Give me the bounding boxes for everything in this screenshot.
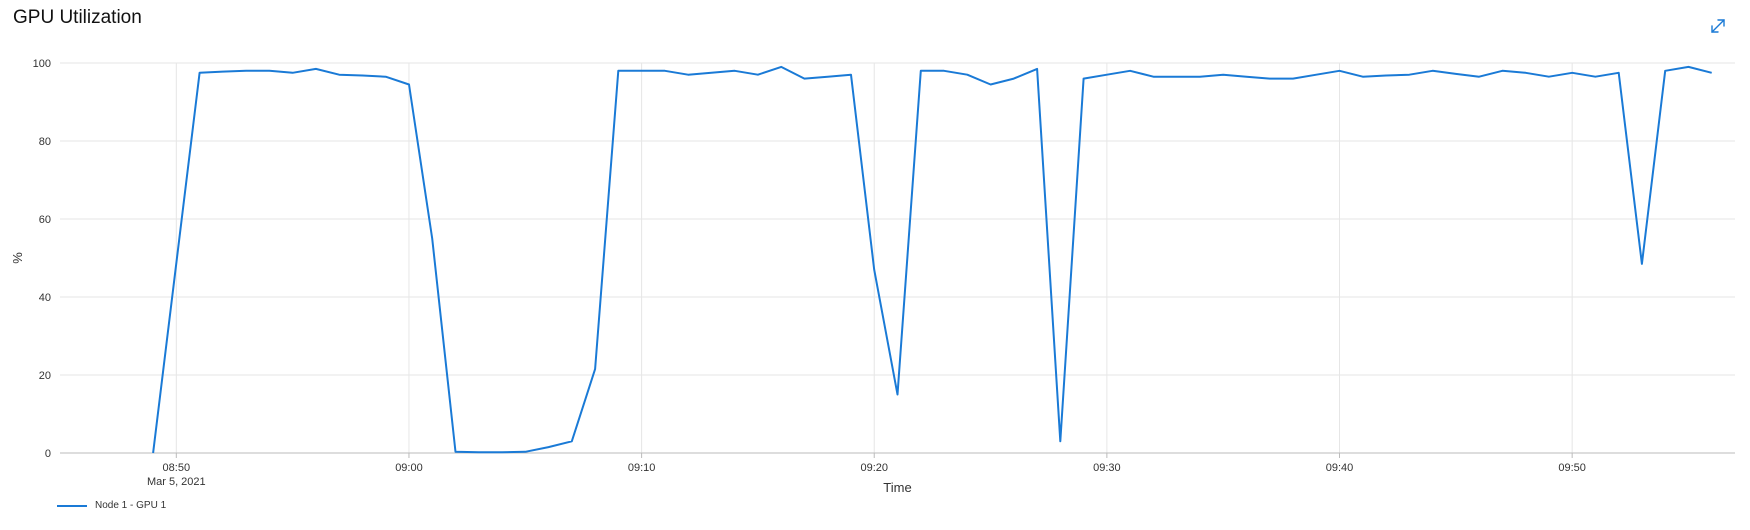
data-point <box>639 69 643 73</box>
data-point <box>988 82 992 86</box>
data-point <box>802 76 806 80</box>
legend-swatch <box>57 504 87 507</box>
data-point <box>407 82 411 86</box>
data-point <box>1593 74 1597 78</box>
legend: Node 1 - GPU 1 <box>57 500 166 511</box>
data-point <box>593 367 597 371</box>
expand-diagonal-icon[interactable] <box>1708 16 1728 36</box>
x-axis-title: Time <box>883 480 911 495</box>
data-point <box>1430 69 1434 73</box>
data-point <box>849 73 853 77</box>
y-tick-label: 0 <box>45 448 51 460</box>
x-tick-label: 09:50 <box>1558 462 1586 474</box>
data-point <box>1640 262 1644 266</box>
data-point <box>1454 72 1458 76</box>
y-tick-label: 60 <box>39 214 51 226</box>
data-point <box>197 71 201 75</box>
data-point <box>1105 73 1109 77</box>
x-tick-label: 09:40 <box>1326 462 1354 474</box>
data-point <box>1291 76 1295 80</box>
data-point <box>1337 69 1341 73</box>
data-point <box>383 74 387 78</box>
data-point <box>1361 74 1365 78</box>
data-point <box>1477 74 1481 78</box>
y-tick-label: 40 <box>39 292 51 304</box>
series-layer <box>151 65 1714 455</box>
legend-label: Node 1 - GPU 1 <box>95 500 167 511</box>
data-point <box>1221 73 1225 77</box>
tick-labels: 0 20 40 60 80 100 08:50 Mar 5, 2021 09:00 09:10 09… <box>33 58 1586 488</box>
data-point <box>267 69 271 73</box>
data-point <box>895 392 899 396</box>
data-point <box>732 69 736 73</box>
data-point <box>1686 65 1690 69</box>
data-point <box>1244 74 1248 78</box>
data-point <box>1570 71 1574 75</box>
data-point <box>337 73 341 77</box>
x-tick-sublabel: Mar 5, 2021 <box>147 476 206 488</box>
data-point <box>1384 73 1388 77</box>
x-tick-label: 08:50 <box>163 462 191 474</box>
data-point <box>430 236 434 240</box>
data-point <box>290 71 294 75</box>
data-point <box>1523 71 1527 75</box>
data-point <box>872 268 876 272</box>
data-point <box>826 74 830 78</box>
data-point <box>314 67 318 71</box>
axes <box>60 452 1735 458</box>
data-point <box>779 65 783 69</box>
data-point <box>1500 69 1504 73</box>
data-point <box>1081 76 1085 80</box>
series-line <box>152 65 1712 454</box>
data-point <box>1616 71 1620 75</box>
data-point <box>1547 74 1551 78</box>
data-point <box>1663 69 1667 73</box>
data-point <box>709 71 713 75</box>
x-tick-label: 09:00 <box>395 462 423 474</box>
data-point <box>570 439 574 443</box>
data-point <box>1128 69 1132 73</box>
y-tick-label: 80 <box>39 136 51 148</box>
data-point <box>244 69 248 73</box>
data-point <box>965 73 969 77</box>
x-tick-label: 09:10 <box>628 462 656 474</box>
data-point <box>523 450 527 454</box>
data-point <box>616 69 620 73</box>
data-point <box>756 73 760 77</box>
data-point <box>1035 67 1039 71</box>
data-point <box>686 73 690 77</box>
data-point <box>151 451 155 455</box>
data-point <box>942 69 946 73</box>
data-point <box>1198 74 1202 78</box>
data-point <box>1407 73 1411 77</box>
y-tick-label: 100 <box>33 58 51 70</box>
data-point <box>663 69 667 73</box>
data-point <box>221 69 225 73</box>
data-point <box>546 445 550 449</box>
data-point <box>1314 73 1318 77</box>
data-point <box>1268 76 1272 80</box>
chart-title: GPU Utilization <box>13 7 142 28</box>
data-point <box>1058 439 1062 443</box>
data-point <box>919 69 923 73</box>
x-tick-label: 09:20 <box>860 462 888 474</box>
data-point <box>1174 74 1178 78</box>
y-axis-title: % <box>10 252 25 264</box>
data-point <box>1151 74 1155 78</box>
data-point <box>500 450 504 454</box>
data-point <box>453 450 457 454</box>
data-point <box>360 73 364 77</box>
data-point <box>1710 71 1714 75</box>
data-point <box>1012 76 1016 80</box>
y-tick-label: 20 <box>39 370 51 382</box>
data-point <box>477 450 481 454</box>
x-tick-label: 09:30 <box>1093 462 1121 474</box>
